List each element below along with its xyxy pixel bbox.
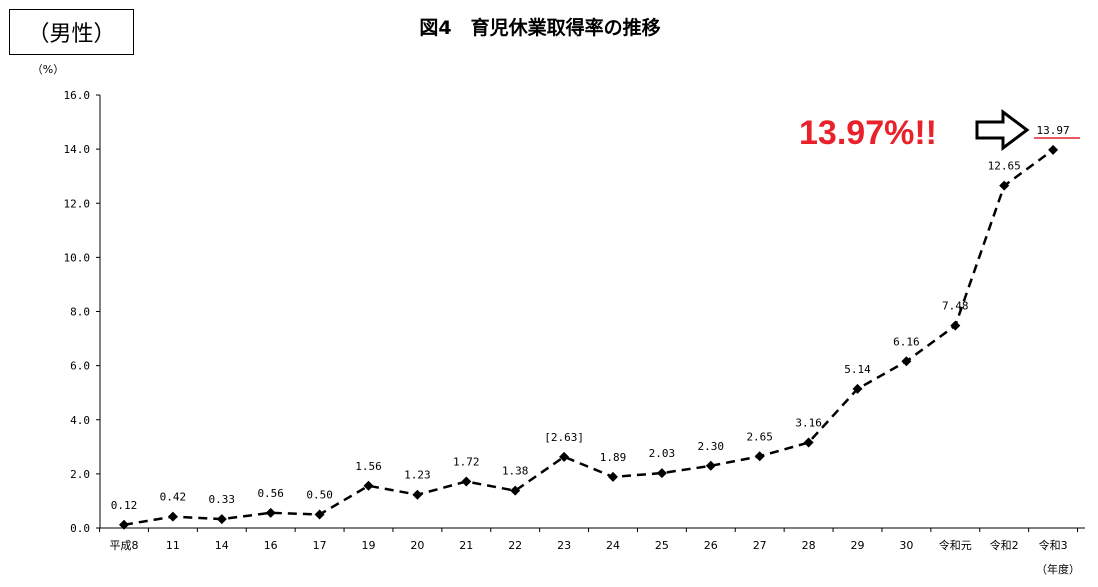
data-point <box>754 451 765 462</box>
data-label: 7.48 <box>942 300 969 313</box>
data-point <box>559 451 570 462</box>
y-tick-label: 12.0 <box>64 197 91 210</box>
data-label: 13.97 <box>1037 124 1070 137</box>
data-point <box>363 480 374 491</box>
x-tick-label: 11 <box>166 539 180 552</box>
data-label: 3.16 <box>795 416 822 429</box>
data-point <box>1048 144 1059 155</box>
right-outline-arrow-icon <box>975 109 1030 151</box>
x-tick-label: 30 <box>899 539 913 552</box>
x-tick-label: 19 <box>362 539 376 552</box>
data-point <box>314 509 325 520</box>
data-label: 0.33 <box>209 493 236 506</box>
y-tick-label: 2.0 <box>70 468 90 481</box>
data-point <box>412 489 423 500</box>
data-point <box>608 471 618 482</box>
data-label: 0.12 <box>111 499 138 512</box>
x-tick-label: 23 <box>557 539 571 552</box>
data-label: 0.50 <box>306 488 333 501</box>
data-point <box>119 519 129 530</box>
data-point <box>461 476 472 487</box>
axes <box>99 95 1085 529</box>
data-label: 1.72 <box>453 455 480 468</box>
data-point <box>167 511 178 522</box>
x-ticks: 平成8 11 14 16 17 19 20 21 22 23 24 25 26 27 28 29 30 令和元 令和… <box>99 528 1079 552</box>
data-point <box>656 468 667 479</box>
data-label: 12.65 <box>988 160 1021 173</box>
x-tick-label: 22 <box>508 539 522 552</box>
series-line <box>123 148 1054 527</box>
data-label: 0.42 <box>160 491 187 504</box>
data-label: 5.14 <box>844 363 871 376</box>
data-point <box>901 356 912 367</box>
data-point <box>216 514 227 525</box>
chart-title: 図4 育児休業取得率の推移 <box>419 16 660 39</box>
data-label: 1.89 <box>600 451 627 464</box>
data-label: 2.03 <box>649 447 676 460</box>
data-markers <box>119 144 1059 530</box>
data-point <box>265 507 276 518</box>
data-point <box>803 437 814 448</box>
x-tick-label: 26 <box>704 539 718 552</box>
data-labels: 0.12 0.42 0.33 0.56 0.50 1.56 1.23 1.72 1.38 [2.6… <box>111 124 1070 512</box>
x-tick-label: 平成8 <box>110 539 139 552</box>
y-tick-label: 8.0 <box>70 306 90 319</box>
gender-label: （男性） <box>9 9 134 55</box>
x-tick-label: 令和2 <box>990 538 1019 552</box>
x-tick-label: 24 <box>606 539 620 552</box>
y-tick-label: 10.0 <box>64 251 91 264</box>
x-tick-label: 令和3 <box>1039 538 1068 552</box>
data-label: 1.38 <box>502 465 529 478</box>
y-ticks: 0.0 2.0 4.0 6.0 8.0 10.0 12.0 14.0 16.0 <box>64 89 100 535</box>
y-tick-label: 4.0 <box>70 414 90 427</box>
x-tick-label: 14 <box>215 539 229 552</box>
data-point <box>852 383 863 394</box>
data-label: [2.63] <box>544 431 584 444</box>
data-label: 2.65 <box>746 430 773 443</box>
x-tick-label: 28 <box>802 539 816 552</box>
x-tick-label: 20 <box>410 539 424 552</box>
data-label: 1.56 <box>355 460 382 473</box>
y-tick-label: 14.0 <box>64 143 91 156</box>
data-point <box>705 460 716 471</box>
data-point <box>510 485 521 496</box>
y-axis-unit: （%） <box>32 63 64 76</box>
x-tick-label: 17 <box>313 539 327 552</box>
x-axis-unit: （年度） <box>1036 562 1080 576</box>
x-tick-label: 27 <box>753 539 767 552</box>
x-tick-label: 令和元 <box>939 538 972 552</box>
x-tick-label: 21 <box>459 539 473 552</box>
y-tick-label: 6.0 <box>70 360 90 373</box>
y-tick-label: 16.0 <box>64 89 91 102</box>
x-tick-label: 16 <box>264 539 278 552</box>
annotation-text: 13.97%!! <box>799 114 937 152</box>
data-label: 1.23 <box>404 469 431 482</box>
data-label: 0.56 <box>257 487 284 500</box>
y-tick-label: 0.0 <box>70 522 90 535</box>
data-point <box>950 320 961 331</box>
data-label: 6.16 <box>893 335 920 348</box>
x-tick-label: 25 <box>655 539 669 552</box>
x-tick-label: 29 <box>851 539 865 552</box>
data-label: 2.30 <box>698 440 725 453</box>
data-point <box>999 180 1010 191</box>
